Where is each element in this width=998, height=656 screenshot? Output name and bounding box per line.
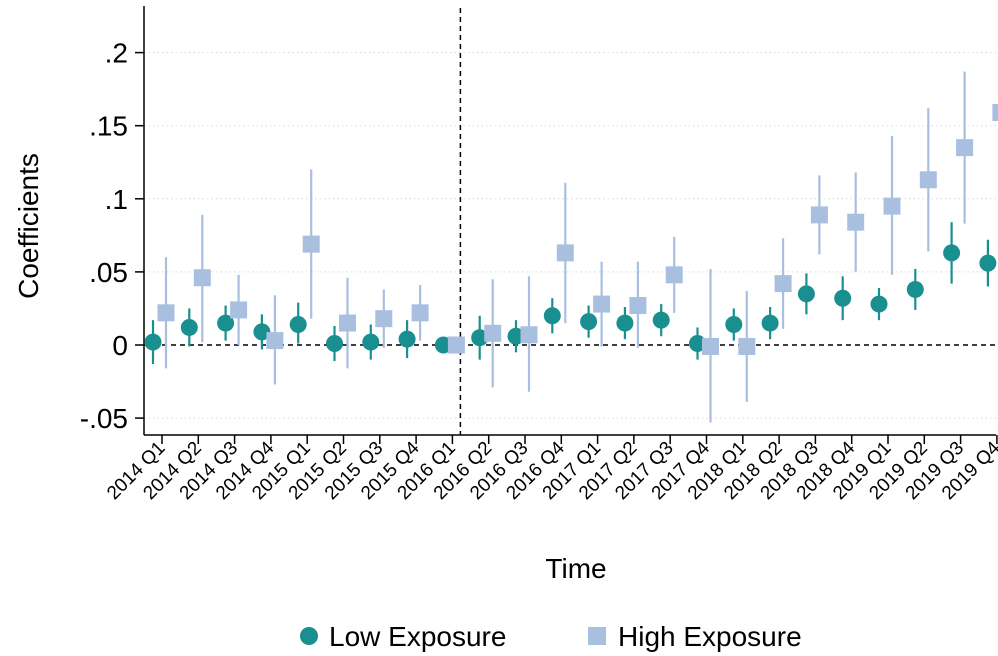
legend-marker-low-exposure xyxy=(300,627,318,645)
point-high-exposure xyxy=(738,337,756,355)
point-low-exposure xyxy=(326,335,343,353)
point-high-exposure xyxy=(702,337,719,355)
markers xyxy=(144,104,998,355)
point-low-exposure xyxy=(289,316,307,334)
point-low-exposure xyxy=(906,280,924,298)
point-low-exposure xyxy=(253,323,271,341)
point-high-exposure xyxy=(484,324,502,342)
point-high-exposure xyxy=(774,275,792,293)
reference-lines xyxy=(144,8,996,435)
point-high-exposure xyxy=(810,206,828,224)
point-low-exposure xyxy=(652,311,670,329)
point-low-exposure xyxy=(725,316,743,334)
point-low-exposure xyxy=(507,327,525,345)
point-high-exposure xyxy=(193,269,211,287)
point-low-exposure xyxy=(217,314,235,332)
gridlines xyxy=(144,52,996,419)
point-high-exposure xyxy=(956,139,974,157)
point-low-exposure xyxy=(797,285,815,303)
point-high-exposure xyxy=(847,213,865,231)
point-low-exposure xyxy=(362,333,380,351)
point-high-exposure xyxy=(411,304,429,322)
point-high-exposure xyxy=(593,295,611,313)
point-high-exposure xyxy=(520,326,538,344)
point-low-exposure xyxy=(834,289,852,307)
point-low-exposure xyxy=(543,307,561,325)
point-high-exposure xyxy=(302,235,320,253)
y-axis-label: Coefficients xyxy=(13,153,44,299)
point-high-exposure xyxy=(230,301,248,319)
legend-label-low-exposure: Low Exposure xyxy=(329,621,506,652)
point-high-exposure xyxy=(629,297,647,315)
point-high-exposure xyxy=(339,314,356,332)
point-high-exposure xyxy=(375,310,393,328)
y-tick-label: .15 xyxy=(89,111,128,142)
y-tick-label: 0 xyxy=(112,330,128,361)
y-tick-label: .05 xyxy=(89,257,128,288)
point-high-exposure xyxy=(665,266,683,284)
point-low-exposure xyxy=(761,314,779,332)
point-high-exposure xyxy=(157,304,175,322)
point-high-exposure xyxy=(266,332,284,350)
point-low-exposure xyxy=(979,254,997,272)
x-axis-label: Time xyxy=(545,553,606,584)
point-high-exposure xyxy=(919,171,937,189)
confidence-intervals xyxy=(151,71,990,423)
y-tick-label: .2 xyxy=(105,38,128,69)
point-high-exposure xyxy=(883,197,901,215)
legend-marker-high-exposure xyxy=(588,627,606,645)
point-low-exposure xyxy=(180,318,198,336)
point-high-exposure xyxy=(992,104,998,122)
legend: Low Exposure High Exposure xyxy=(300,621,802,652)
y-tick-label: -.05 xyxy=(80,403,128,434)
y-tick-label: .1 xyxy=(105,184,128,215)
point-low-exposure xyxy=(398,330,416,348)
legend-label-high-exposure: High Exposure xyxy=(618,621,802,652)
point-low-exposure xyxy=(943,244,961,262)
point-high-exposure xyxy=(447,336,465,354)
point-low-exposure xyxy=(616,314,634,332)
point-low-exposure xyxy=(580,313,598,331)
point-low-exposure xyxy=(471,329,489,347)
point-low-exposure xyxy=(870,295,888,313)
point-high-exposure xyxy=(556,244,574,262)
point-low-exposure xyxy=(689,335,706,353)
point-low-exposure xyxy=(144,333,162,351)
point-low-exposure xyxy=(434,336,452,354)
